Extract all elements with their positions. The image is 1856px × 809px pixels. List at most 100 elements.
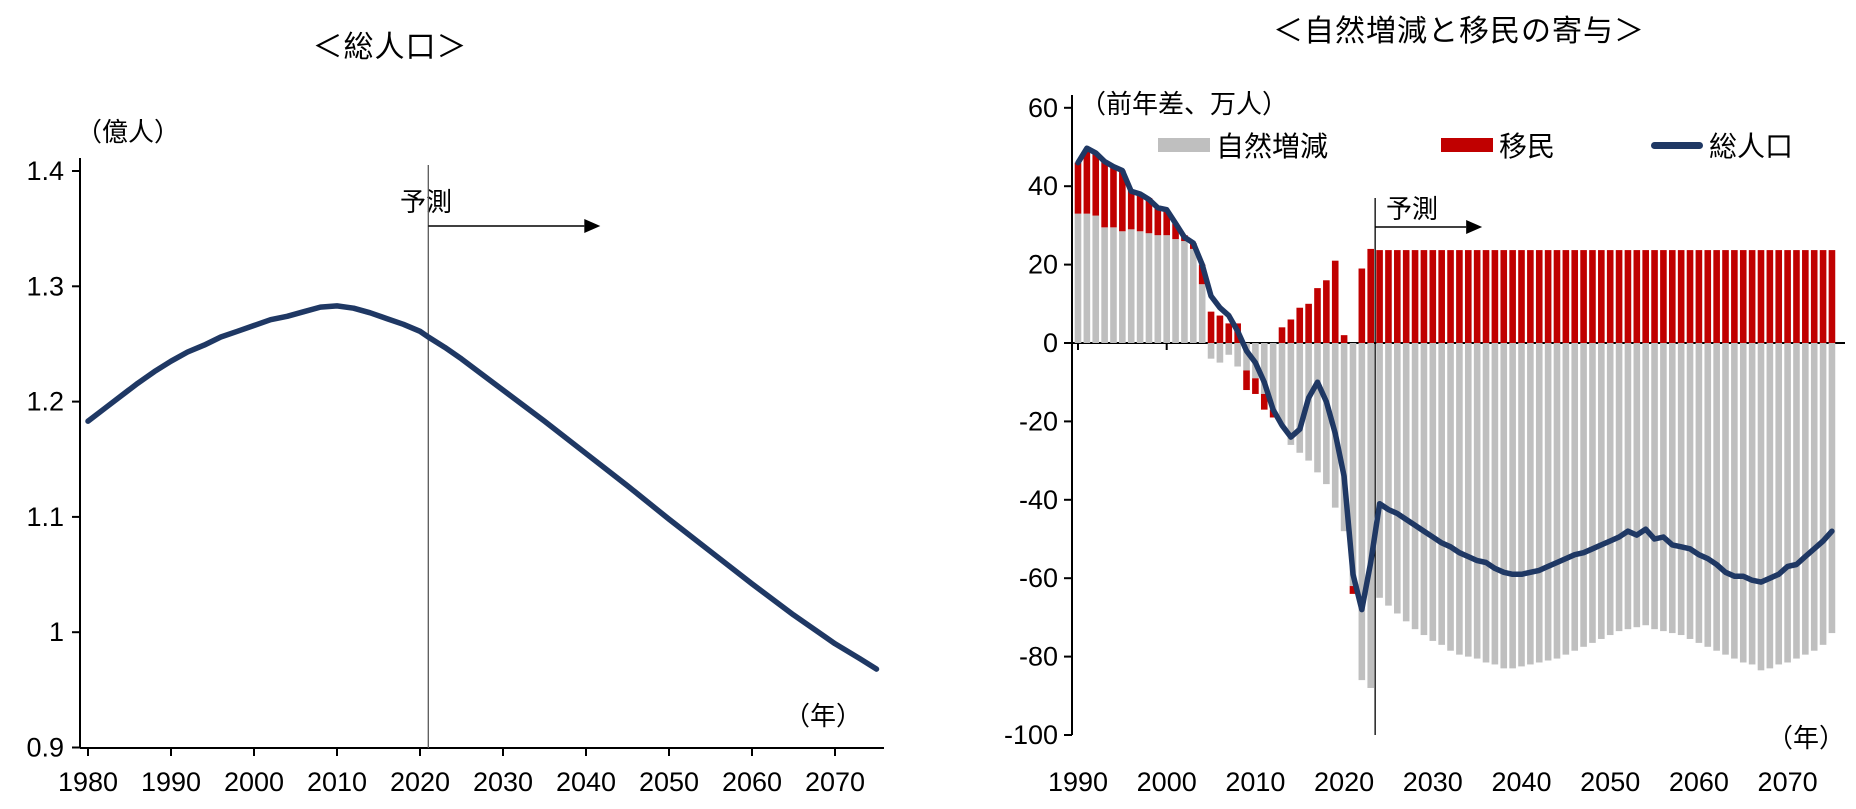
bar-natural-change: [1633, 343, 1641, 628]
legend-label-immigration: 移民: [1499, 131, 1556, 162]
bar-natural-change: [1793, 343, 1800, 659]
bar-natural-change: [1500, 343, 1508, 669]
bar-immigration: [1323, 280, 1330, 343]
bar-natural-change: [1110, 227, 1117, 343]
bar-natural-change: [1784, 343, 1791, 663]
bar-natural-change: [1296, 343, 1304, 453]
bar-natural-change: [1207, 343, 1215, 359]
bar-immigration: [1748, 250, 1756, 343]
right-y-tick-label: -20: [1019, 406, 1058, 436]
left-y-tick-label: 1.3: [26, 271, 64, 301]
bar-immigration: [1473, 250, 1481, 343]
bar-natural-change: [1473, 343, 1481, 659]
bar-natural-change: [1456, 343, 1463, 655]
bar-immigration: [1580, 250, 1587, 343]
right-x-tick-label: 2040: [1491, 767, 1551, 797]
bar-immigration: [1624, 250, 1632, 343]
bar-immigration: [1793, 250, 1800, 343]
bar-immigration: [1172, 223, 1179, 240]
bar-immigration: [1562, 250, 1570, 343]
bar-immigration: [1739, 250, 1747, 343]
bar-immigration: [1447, 250, 1454, 343]
bar-immigration: [1101, 160, 1108, 228]
bar-immigration: [1331, 260, 1339, 343]
bar-immigration: [1775, 250, 1783, 343]
bar-natural-change: [1598, 343, 1605, 639]
left-y-tick-label: 1.1: [26, 502, 64, 532]
bar-natural-change: [1216, 343, 1224, 363]
bar-natural-change: [1269, 343, 1277, 410]
bar-immigration: [1420, 250, 1428, 343]
bar-immigration: [1713, 250, 1720, 343]
bar-natural-change: [1083, 213, 1091, 343]
bar-natural-change: [1731, 343, 1738, 659]
right-y-tick-label: 0: [1043, 328, 1058, 358]
bar-natural-change: [1420, 343, 1428, 636]
bar-immigration: [1819, 250, 1827, 343]
bar-natural-change: [1145, 233, 1153, 343]
bar-natural-change: [1660, 343, 1667, 632]
left-chart-year-axis-label: （年）: [783, 701, 862, 731]
bar-immigration: [1668, 250, 1676, 343]
bar-natural-change: [1757, 343, 1765, 671]
bar-natural-change: [1243, 343, 1250, 371]
bar-natural-change: [1367, 343, 1375, 688]
bar-natural-change: [1172, 239, 1179, 343]
immigration-swatch: [1441, 138, 1493, 152]
bar-immigration: [1127, 190, 1135, 230]
right-x-tick-label: 1990: [1048, 767, 1108, 797]
right-x-tick-label: 2000: [1137, 767, 1197, 797]
bar-immigration: [1535, 250, 1543, 343]
bar-immigration: [1305, 303, 1312, 343]
legend-item-total-population: 総人口: [1651, 128, 1793, 162]
bar-natural-change: [1438, 343, 1445, 645]
right-y-tick-label: -60: [1019, 563, 1058, 593]
bar-immigration: [1695, 250, 1703, 343]
right-x-tick-label: 2060: [1669, 767, 1729, 797]
bar-immigration: [1074, 162, 1082, 214]
left-x-tick-label: 1980: [58, 767, 118, 797]
bar-natural-change: [1571, 343, 1579, 651]
bar-immigration: [1527, 250, 1534, 343]
right-x-tick-label: 2030: [1403, 767, 1463, 797]
bar-natural-change: [1766, 343, 1774, 669]
bar-immigration: [1154, 207, 1162, 236]
bar-immigration: [1784, 250, 1791, 343]
bar-immigration: [1722, 250, 1729, 343]
bar-natural-change: [1775, 343, 1783, 665]
bar-natural-change: [1101, 227, 1108, 343]
right-x-tick-label: 2070: [1758, 767, 1818, 797]
bar-immigration: [1314, 288, 1321, 343]
bar-natural-change: [1376, 343, 1383, 598]
bar-natural-change: [1411, 343, 1419, 630]
bar-immigration: [1394, 250, 1401, 343]
bar-immigration: [1606, 250, 1614, 343]
bar-natural-change: [1092, 215, 1100, 343]
bar-immigration: [1349, 586, 1357, 594]
bar-immigration: [1598, 250, 1605, 343]
bar-immigration: [1660, 250, 1667, 343]
bar-immigration: [1553, 250, 1561, 343]
left-y-tick-label: 1.2: [26, 387, 64, 417]
bar-immigration: [1252, 378, 1259, 394]
left-x-tick-label: 1990: [141, 767, 201, 797]
bar-natural-change: [1358, 343, 1366, 681]
bar-natural-change: [1260, 343, 1268, 394]
bar-immigration: [1163, 209, 1170, 236]
bar-immigration: [1571, 250, 1579, 343]
bar-natural-change: [1349, 343, 1357, 587]
bar-immigration: [1509, 250, 1516, 343]
left-x-tick-label: 2020: [390, 767, 450, 797]
legend-item-natural-change: 自然増減: [1158, 128, 1328, 162]
right-x-tick-label: 2010: [1225, 767, 1285, 797]
bar-immigration: [1385, 250, 1392, 343]
bar-immigration: [1216, 315, 1224, 343]
left-x-tick-label: 2000: [224, 767, 284, 797]
bar-natural-change: [1686, 343, 1694, 639]
bar-natural-change: [1394, 343, 1401, 614]
bar-natural-change: [1748, 343, 1756, 665]
bar-immigration: [1119, 170, 1126, 232]
bar-immigration: [1766, 250, 1774, 343]
bar-natural-change: [1695, 343, 1703, 643]
